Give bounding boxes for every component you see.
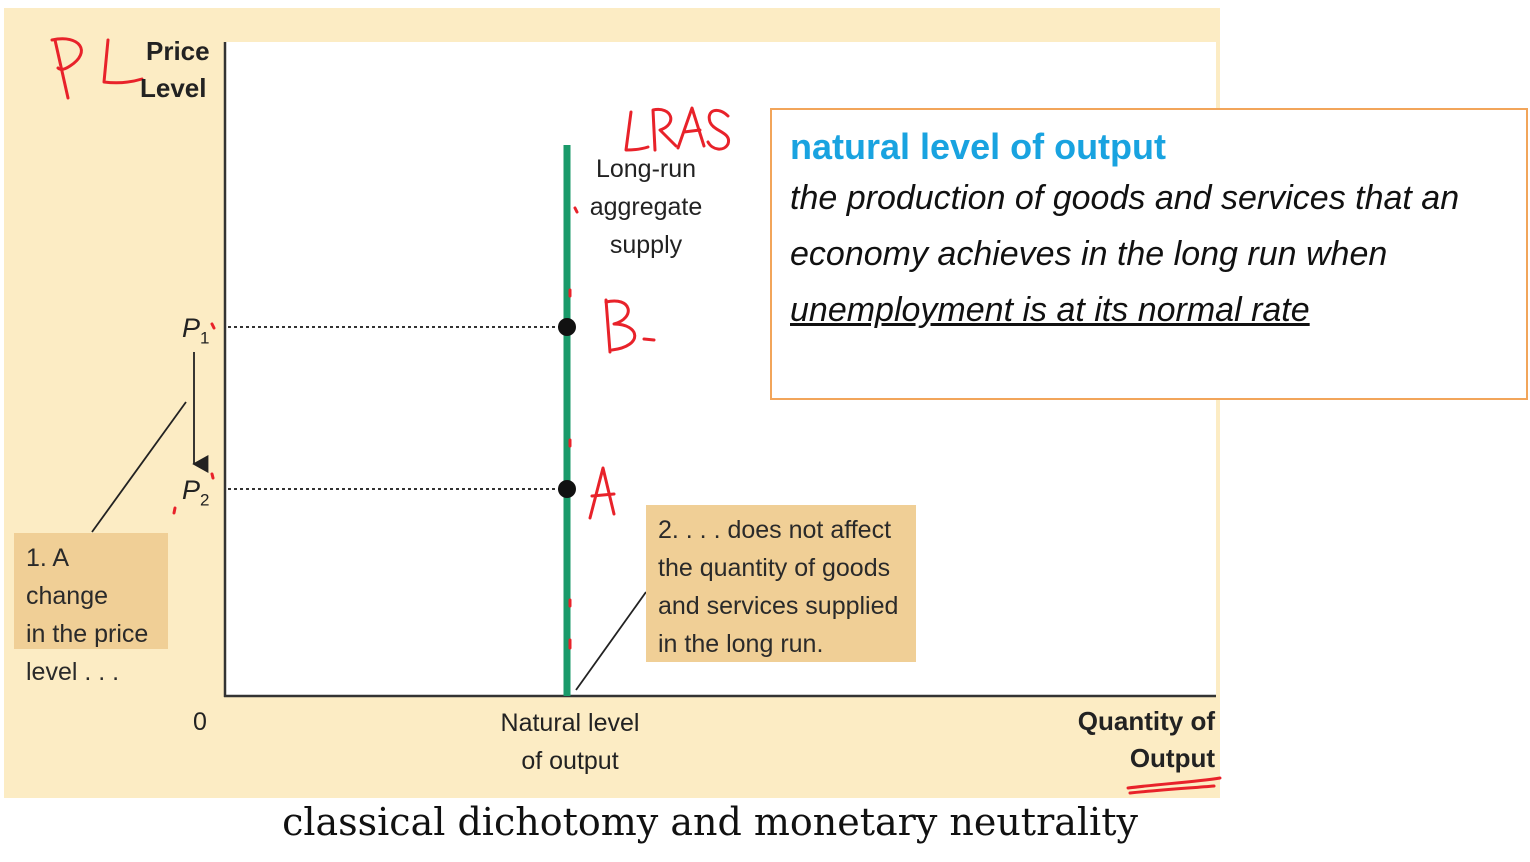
handwritten-a bbox=[588, 466, 616, 520]
y-axis-title-line2: Level bbox=[140, 73, 207, 103]
callout-right-line4: in the long run. bbox=[658, 630, 824, 658]
point-a bbox=[558, 480, 576, 498]
callout-left-line3: level . . . bbox=[26, 658, 120, 686]
x-tick-line2: of output bbox=[521, 747, 619, 775]
callout-right-line1: 2. . . . does not affect bbox=[658, 516, 892, 544]
curve-label-line1: Long-run bbox=[595, 155, 697, 183]
p2-letter: P bbox=[182, 475, 201, 505]
handwritten-underline-output bbox=[1126, 776, 1222, 795]
p1-label: P1 bbox=[182, 313, 209, 348]
callout-left-line1: 1. A change bbox=[26, 544, 109, 610]
x-axis-title: Quantity of Output bbox=[1040, 703, 1215, 777]
callout-right-line2: the quantity of goods bbox=[658, 554, 891, 582]
lras-curve-label: Long-run aggregate supply bbox=[580, 150, 712, 264]
handwritten-b bbox=[604, 298, 656, 354]
p1-subscript: 1 bbox=[200, 328, 210, 348]
y-axis-title-line1: Price bbox=[146, 36, 210, 66]
x-axis-title-line2: Output bbox=[1129, 743, 1215, 773]
right-callout-pointer bbox=[575, 591, 647, 691]
left-callout-pointer bbox=[91, 401, 187, 533]
p2-subscript: 2 bbox=[200, 490, 210, 510]
handwritten-ticks bbox=[172, 206, 579, 650]
callout-right-line3: and services supplied bbox=[658, 592, 899, 620]
curve-label-line2: aggregate bbox=[589, 193, 703, 221]
slide-caption: classical dichotomy and monetary neutral… bbox=[282, 800, 1138, 844]
definition-text-underlined: unemployment is at its normal rate bbox=[790, 291, 1310, 329]
definition-term: natural level of output bbox=[790, 126, 1167, 167]
x-axis-title-line1: Quantity of bbox=[1077, 706, 1215, 736]
callout-price-change: 1. A change in the price level . . . bbox=[14, 533, 168, 686]
handwritten-pl bbox=[50, 37, 144, 100]
x-tick-natural-level: Natural level of output bbox=[470, 704, 670, 780]
definition-text-plain: the production of goods and services tha… bbox=[790, 179, 1460, 273]
p1-letter: P bbox=[182, 313, 201, 343]
p2-label: P2 bbox=[182, 475, 209, 510]
handwritten-lras bbox=[624, 106, 731, 152]
definition-box: natural level of output the production o… bbox=[770, 108, 1528, 400]
definition-text: the production of goods and services tha… bbox=[790, 170, 1508, 338]
origin-label: 0 bbox=[193, 708, 207, 736]
callout-left-line2: in the price bbox=[26, 620, 149, 648]
x-tick-line1: Natural level bbox=[500, 709, 640, 737]
curve-label-line3: supply bbox=[609, 231, 683, 259]
callout-no-effect: 2. . . . does not affect the quantity of… bbox=[646, 505, 916, 662]
y-axis-title: Price Level bbox=[140, 33, 210, 107]
point-b bbox=[558, 318, 576, 336]
